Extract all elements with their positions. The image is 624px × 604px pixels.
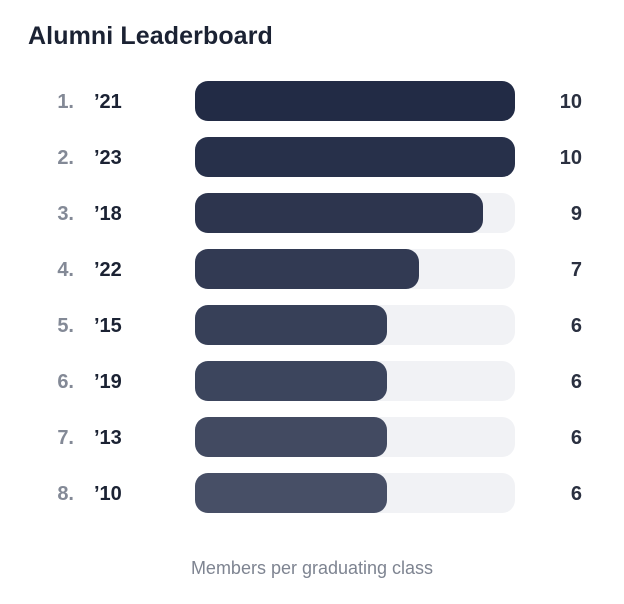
value-label: 10 bbox=[560, 91, 582, 113]
class-label: ’22 bbox=[94, 259, 122, 281]
rank-label: 2. bbox=[57, 147, 74, 169]
bar bbox=[195, 473, 387, 513]
rank-label: 5. bbox=[57, 315, 74, 337]
rank-label: 1. bbox=[57, 91, 74, 113]
class-label: ’23 bbox=[94, 147, 122, 169]
rank-label: 6. bbox=[57, 371, 74, 393]
bar bbox=[195, 249, 419, 289]
chart-caption: Members per graduating class bbox=[190, 558, 434, 578]
class-label: ’18 bbox=[94, 203, 122, 225]
bar bbox=[195, 137, 515, 177]
class-label: ’19 bbox=[94, 371, 122, 393]
rank-label: 8. bbox=[57, 483, 74, 505]
value-label: 6 bbox=[571, 483, 582, 505]
value-label: 6 bbox=[571, 427, 582, 449]
value-label: 9 bbox=[571, 203, 582, 225]
rank-label: 4. bbox=[57, 259, 74, 281]
class-label: ’21 bbox=[94, 91, 122, 113]
bar bbox=[195, 417, 387, 457]
bar bbox=[195, 81, 515, 121]
class-label: ’13 bbox=[94, 427, 122, 449]
value-label: 6 bbox=[571, 315, 582, 337]
value-label: 6 bbox=[571, 371, 582, 393]
value-label: 7 bbox=[571, 259, 582, 281]
class-label: ’10 bbox=[94, 483, 122, 505]
bar bbox=[195, 361, 387, 401]
bar bbox=[195, 305, 387, 345]
bar bbox=[195, 193, 483, 233]
rank-label: 7. bbox=[57, 427, 74, 449]
chart-title: Alumni Leaderboard bbox=[28, 22, 273, 50]
rank-label: 3. bbox=[57, 203, 74, 225]
value-label: 10 bbox=[560, 147, 582, 169]
class-label: ’15 bbox=[94, 315, 122, 337]
